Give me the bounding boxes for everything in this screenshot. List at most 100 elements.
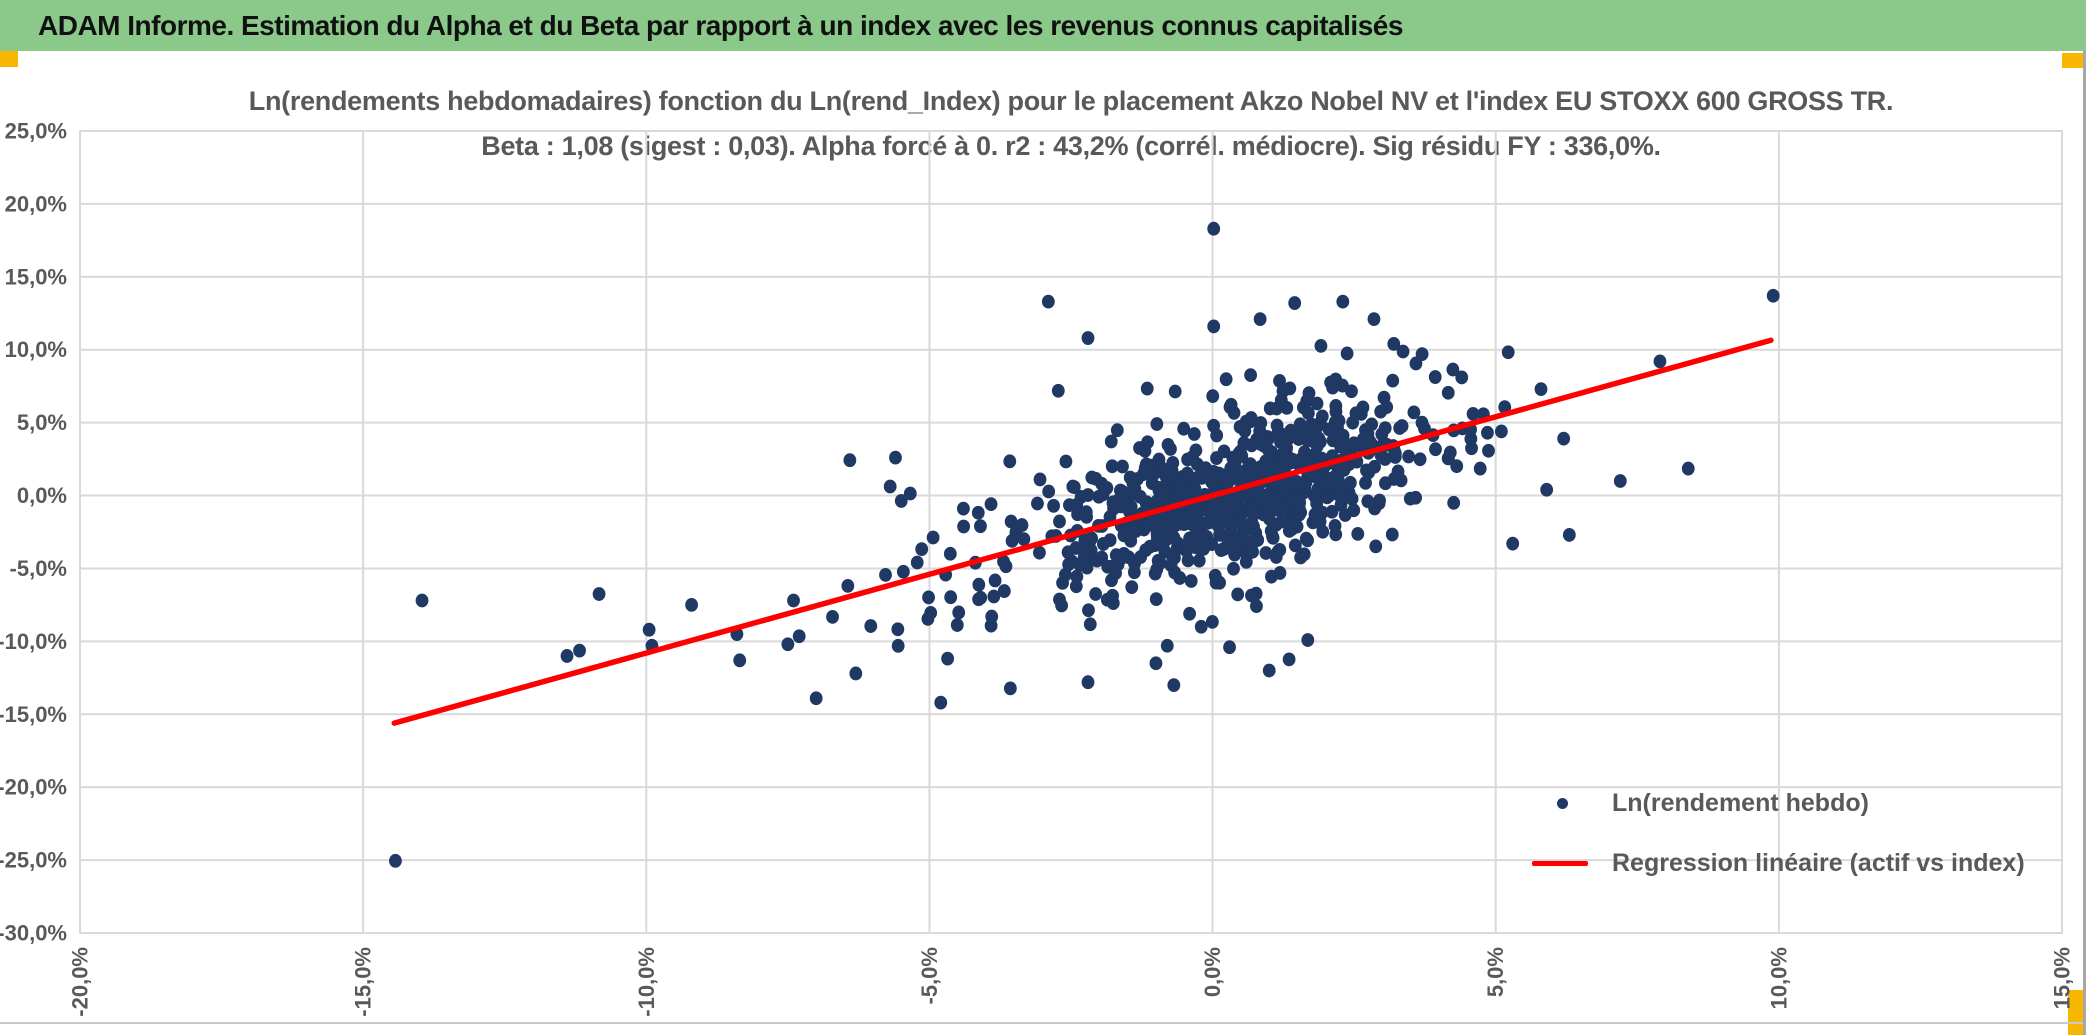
scatter-point bbox=[1212, 466, 1226, 481]
scatter-point bbox=[1253, 312, 1267, 327]
y-axis-tick-label: 15,0% bbox=[5, 264, 67, 289]
scatter-point bbox=[1244, 368, 1257, 383]
scatter-point bbox=[1210, 428, 1224, 443]
y-axis-tick-label: 5,0% bbox=[17, 410, 67, 435]
scatter-point bbox=[573, 643, 586, 658]
scatter-point bbox=[1329, 399, 1343, 413]
legend-marker-cell bbox=[1516, 860, 1600, 866]
scatter-point bbox=[934, 695, 948, 710]
scatter-marker-icon bbox=[1557, 797, 1568, 809]
scatter-point bbox=[1246, 544, 1259, 559]
scatter-point bbox=[1325, 504, 1339, 519]
scatter-point bbox=[1287, 453, 1301, 468]
scatter-point bbox=[1194, 541, 1208, 556]
scatter-point bbox=[1245, 504, 1259, 519]
scatter-point bbox=[910, 555, 924, 570]
x-axis-tick-label: -15,0% bbox=[351, 947, 376, 1017]
scatter-point bbox=[1003, 454, 1017, 469]
scatter-point bbox=[1051, 383, 1065, 398]
scatter-point bbox=[389, 853, 402, 868]
scatter-point bbox=[560, 649, 574, 663]
y-axis-tick-label: -20,0% bbox=[0, 775, 67, 800]
scatter-point bbox=[1073, 557, 1087, 572]
scatter-point bbox=[1231, 587, 1245, 602]
scatter-point bbox=[1069, 579, 1083, 594]
scatter-point bbox=[1235, 533, 1249, 548]
scatter-point bbox=[1229, 452, 1243, 467]
scatter-point bbox=[1283, 381, 1297, 396]
x-axis-tick-label: 10,0% bbox=[1766, 947, 1791, 1009]
scatter-point bbox=[1152, 480, 1166, 495]
scatter-point bbox=[1331, 414, 1345, 429]
scatter-point bbox=[1388, 450, 1402, 464]
scatter-point bbox=[1375, 427, 1389, 442]
scatter-point bbox=[1540, 482, 1554, 497]
regression-line[interactable] bbox=[391, 337, 1774, 726]
scatter-point bbox=[1081, 675, 1095, 690]
scatter-point bbox=[1207, 221, 1221, 236]
scatter-point bbox=[1359, 423, 1372, 438]
scatter-series[interactable] bbox=[389, 221, 1780, 868]
scatter-point bbox=[1316, 524, 1330, 539]
x-axis-tick-label: -5,0% bbox=[917, 947, 942, 1004]
scatter-point bbox=[1276, 501, 1290, 516]
scatter-point bbox=[1194, 619, 1208, 634]
scatter-point bbox=[1288, 538, 1302, 553]
scatter-point bbox=[1450, 459, 1464, 474]
x-axis-tick-label: 0,0% bbox=[1200, 947, 1225, 997]
scatter-point bbox=[1428, 370, 1442, 384]
scatter-point bbox=[1003, 681, 1017, 696]
scatter-point bbox=[1387, 336, 1401, 351]
scatter-point bbox=[1180, 544, 1193, 558]
legend-item-regression-line[interactable]: Regression linéaire (actif vs index) bbox=[1516, 838, 2025, 888]
yellow-corner-marker-bottom-left bbox=[0, 51, 18, 67]
scatter-point bbox=[1083, 617, 1097, 632]
scatter-point bbox=[1085, 470, 1099, 485]
scatter-point bbox=[1133, 441, 1146, 455]
scatter-point bbox=[1081, 331, 1095, 345]
x-axis-tick-label: -10,0% bbox=[634, 947, 659, 1017]
scatter-point bbox=[1340, 443, 1354, 458]
y-axis-tick-label: 20,0% bbox=[5, 191, 67, 216]
x-axis-tick-label: 5,0% bbox=[1483, 947, 1508, 997]
scatter-point bbox=[1311, 418, 1325, 433]
scatter-point bbox=[1233, 420, 1247, 434]
scatter-point bbox=[1184, 574, 1198, 588]
scatter-point bbox=[957, 519, 971, 534]
y-axis-tick-label: -5,0% bbox=[10, 556, 67, 581]
scatter-point bbox=[971, 505, 985, 520]
scatter-point bbox=[1273, 566, 1287, 580]
regression-line-icon bbox=[1532, 860, 1588, 866]
scatter-point bbox=[685, 598, 698, 612]
y-axis-tick-label: 25,0% bbox=[5, 119, 67, 144]
scatter-point bbox=[984, 497, 998, 512]
scatter-point bbox=[1362, 465, 1376, 480]
scatter-point bbox=[957, 501, 970, 516]
legend-item-scatter-series[interactable]: Ln(rendement hebdo) bbox=[1516, 778, 2025, 828]
scatter-point bbox=[1385, 527, 1399, 542]
scatter-point bbox=[1017, 532, 1031, 547]
scatter-point bbox=[1293, 417, 1307, 432]
y-axis-tick-label: -10,0% bbox=[0, 629, 67, 654]
scatter-point bbox=[1161, 438, 1175, 452]
scatter-point bbox=[1359, 475, 1372, 490]
scatter-point bbox=[1185, 517, 1199, 532]
scatter-point bbox=[1292, 493, 1306, 508]
scatter-point bbox=[1181, 468, 1195, 483]
scatter-point bbox=[1250, 599, 1263, 613]
scatter-point bbox=[1273, 374, 1286, 388]
scatter-point bbox=[1283, 515, 1297, 530]
scatter-point bbox=[1337, 462, 1351, 477]
y-axis-tick-label: -25,0% bbox=[0, 848, 67, 873]
scatter-point bbox=[1081, 541, 1095, 556]
scatter-point bbox=[1168, 550, 1181, 565]
window-border-right bbox=[2083, 51, 2086, 1035]
scatter-point bbox=[592, 587, 606, 601]
plot-border bbox=[79, 130, 2063, 934]
scatter-point bbox=[1270, 427, 1284, 442]
scatter-point bbox=[826, 610, 839, 624]
scatter-point bbox=[1307, 469, 1321, 483]
scatter-point bbox=[1110, 423, 1124, 438]
scatter-point bbox=[1335, 479, 1349, 494]
